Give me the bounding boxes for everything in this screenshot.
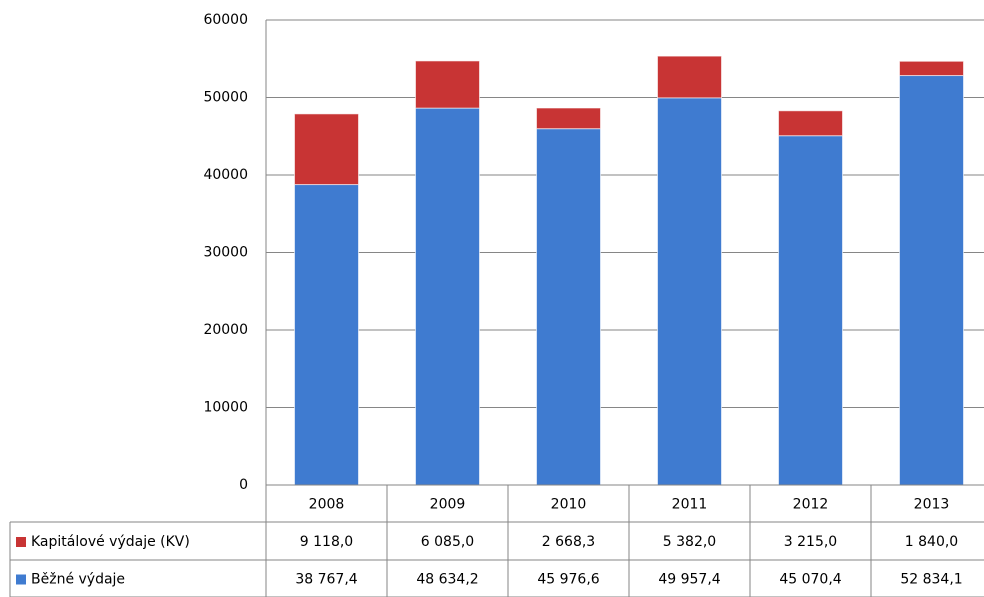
table-value: 2 668,3 [542, 534, 595, 550]
bar-segment [657, 97, 722, 486]
y-tick-label: 10000 [203, 400, 248, 416]
bar-segment [899, 60, 964, 77]
x-tick-label: 2011 [672, 497, 708, 513]
bar-segment [415, 60, 480, 109]
legend-swatch [16, 537, 26, 547]
y-tick-label: 60000 [203, 12, 248, 28]
bar-segment [294, 113, 359, 186]
x-tick-label: 2010 [551, 497, 587, 513]
bar-segment [536, 128, 601, 486]
bar-segment [899, 75, 964, 486]
table-value: 52 834,1 [900, 572, 962, 588]
bar-segment [415, 107, 480, 486]
bar-segment [657, 55, 722, 99]
x-tick-label: 2013 [914, 497, 950, 513]
table-value: 49 957,4 [658, 572, 720, 588]
x-tick-label: 2008 [309, 497, 345, 513]
y-tick-label: 20000 [203, 322, 248, 338]
y-tick-label: 0 [239, 477, 248, 493]
table-value: 9 118,0 [300, 534, 353, 550]
table-value: 6 085,0 [421, 534, 474, 550]
legend-label: Běžné výdaje [31, 572, 125, 588]
table-value: 48 634,2 [416, 572, 478, 588]
y-tick-label: 50000 [203, 90, 248, 106]
legend-label: Kapitálové výdaje (KV) [31, 534, 190, 550]
x-tick-label: 2012 [793, 497, 829, 513]
bar-segment [778, 135, 843, 486]
y-tick-label: 30000 [203, 245, 248, 261]
bar-segment [536, 107, 601, 130]
table-value: 38 767,4 [295, 572, 357, 588]
table-value: 1 840,0 [905, 534, 958, 550]
table-value: 45 976,6 [537, 572, 599, 588]
legend-swatch [16, 574, 26, 585]
table-value: 3 215,0 [784, 534, 837, 550]
y-tick-label: 40000 [203, 167, 248, 183]
table-value: 5 382,0 [663, 534, 716, 550]
bar-segment [294, 184, 359, 486]
x-tick-label: 2009 [430, 497, 466, 513]
table-value: 45 070,4 [779, 572, 841, 588]
bar-segment [778, 110, 843, 137]
